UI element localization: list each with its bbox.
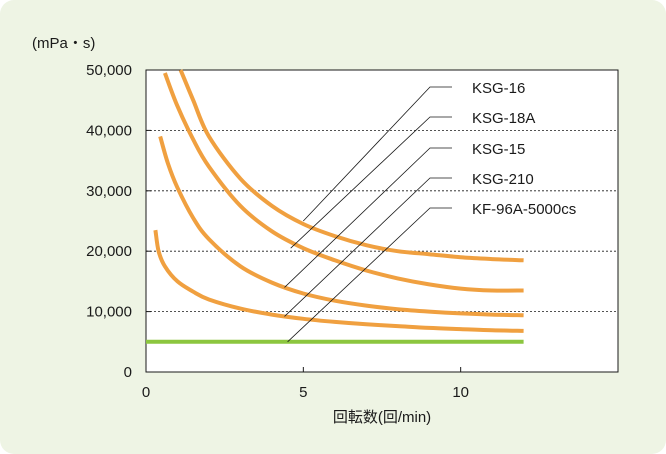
leader-line xyxy=(287,207,452,343)
grid-lines xyxy=(146,129,618,313)
leader-line xyxy=(284,147,452,288)
series-label: KSG-16 xyxy=(472,80,525,97)
axes xyxy=(145,69,462,373)
tick-labels: 0 10,000 20,000 30,000 40,000 50,000 0 5 10 xyxy=(86,62,469,401)
leader-line xyxy=(303,86,452,222)
leader-line xyxy=(284,177,452,317)
leader-lines xyxy=(284,86,452,343)
series-label: KSG-15 xyxy=(472,141,525,158)
series-label: KSG-210 xyxy=(472,171,534,188)
y-unit-label: (mPa・s) xyxy=(32,35,95,52)
plot-area xyxy=(145,69,619,373)
leader-line xyxy=(290,116,452,249)
series-label: KF-96A-5000cs xyxy=(472,201,576,218)
y-tick-label: 20,000 xyxy=(86,243,132,260)
y-tick-label: 50,000 xyxy=(86,62,132,79)
series-line-ksg-15 xyxy=(158,135,524,318)
x-tick-label: 10 xyxy=(452,384,469,401)
series-line-ksg-16 xyxy=(178,69,524,263)
y-tick-label: 10,000 xyxy=(86,304,132,321)
series-label: KSG-18A xyxy=(472,110,535,127)
y-tick-label: 30,000 xyxy=(86,183,132,200)
x-axis-label: 回転数(回/min) xyxy=(333,409,431,426)
x-tick-label: 5 xyxy=(299,384,307,401)
y-tick-label: 0 xyxy=(124,364,132,381)
series-labels: KSG-16 KSG-18A KSG-15 KSG-210 KF-96A-5000cs xyxy=(472,80,576,218)
y-tick-label: 40,000 xyxy=(86,122,132,139)
series-line-ksg-210 xyxy=(153,229,524,333)
x-tick-label: 0 xyxy=(142,384,150,401)
